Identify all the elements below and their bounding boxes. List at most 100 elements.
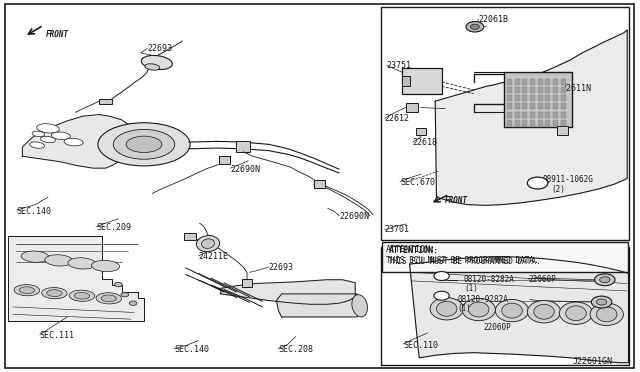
Ellipse shape [47,290,62,296]
Bar [545,103,550,109]
Text: 22060P: 22060P [528,275,556,284]
Ellipse shape [74,292,90,299]
Ellipse shape [29,142,45,148]
Text: THIS ECU MUST BE PROGRAMMED DATA.: THIS ECU MUST BE PROGRAMMED DATA. [386,256,538,265]
Ellipse shape [36,124,60,133]
Bar [507,120,512,126]
Text: SEC.140: SEC.140 [17,207,52,216]
Text: 23701: 23701 [385,225,410,234]
Ellipse shape [101,295,116,302]
Polygon shape [8,236,144,321]
Text: ATTENTION:: ATTENTION: [386,245,436,254]
Ellipse shape [595,274,615,286]
Text: 22618: 22618 [413,138,438,147]
Ellipse shape [600,277,610,283]
Ellipse shape [466,22,484,32]
Bar [553,120,558,126]
Bar [184,232,196,240]
Bar [515,79,520,85]
Text: 22060P: 22060P [483,323,511,332]
Bar [507,103,512,109]
Ellipse shape [434,272,449,280]
Ellipse shape [14,285,40,296]
Ellipse shape [68,258,96,269]
Ellipse shape [145,64,160,70]
Bar [522,87,527,93]
Ellipse shape [96,293,122,304]
Ellipse shape [40,136,56,143]
Bar [504,72,572,127]
Bar [406,103,418,112]
Text: 08120-9282A: 08120-9282A [458,295,508,304]
Bar [242,279,252,287]
Text: SEC.208: SEC.208 [278,345,314,354]
Bar [530,103,535,109]
Bar [553,112,558,118]
Text: 22693: 22693 [147,44,172,53]
Text: B: B [440,273,444,279]
Ellipse shape [21,251,49,262]
Ellipse shape [19,287,35,294]
Bar [515,87,520,93]
Text: FRONT: FRONT [46,30,69,39]
Bar [382,242,628,272]
Ellipse shape [45,255,73,266]
Bar [515,95,520,101]
Ellipse shape [470,24,479,29]
Ellipse shape [42,288,67,299]
Ellipse shape [121,292,129,297]
Text: 08120-8282A: 08120-8282A [464,275,515,284]
Text: 08911-1062G: 08911-1062G [543,175,593,184]
Ellipse shape [495,299,529,322]
Text: (2): (2) [552,185,566,194]
Text: 22611N: 22611N [562,84,592,93]
Bar [99,99,112,104]
Bar [381,7,629,240]
Bar [219,156,230,164]
Bar [538,103,543,109]
Text: 22693: 22693 [269,263,294,272]
Bar [561,112,566,118]
Text: ATTENTION:: ATTENTION: [388,246,438,255]
Polygon shape [435,30,627,205]
Bar [557,126,568,135]
Bar [507,79,512,85]
Text: SEC.140: SEC.140 [174,345,209,354]
Bar [538,79,543,85]
Ellipse shape [534,304,554,319]
Text: FRONT: FRONT [445,196,468,205]
Bar [553,87,558,93]
Ellipse shape [502,303,522,318]
Bar [545,120,550,126]
Bar [402,68,442,94]
Text: SEC.670: SEC.670 [400,178,435,187]
Bar [530,95,535,101]
Ellipse shape [559,302,593,324]
Bar [545,79,550,85]
Bar [553,79,558,85]
Text: 22612: 22612 [385,114,410,123]
Bar [538,87,543,93]
Ellipse shape [126,136,162,153]
Text: (1): (1) [458,304,472,312]
Ellipse shape [468,302,489,317]
Bar [507,95,512,101]
Polygon shape [276,294,365,317]
Ellipse shape [129,301,137,305]
Polygon shape [410,257,628,363]
Ellipse shape [462,298,495,321]
Bar [561,103,566,109]
Ellipse shape [566,306,586,321]
Text: 22690N: 22690N [230,165,260,174]
Polygon shape [221,280,355,304]
Ellipse shape [196,235,220,252]
Bar [545,112,550,118]
Text: N: N [536,180,540,186]
Ellipse shape [527,301,561,323]
Ellipse shape [527,177,548,189]
Ellipse shape [352,295,367,317]
Bar [538,95,543,101]
Ellipse shape [51,132,70,140]
Ellipse shape [113,129,175,159]
Ellipse shape [596,307,617,322]
